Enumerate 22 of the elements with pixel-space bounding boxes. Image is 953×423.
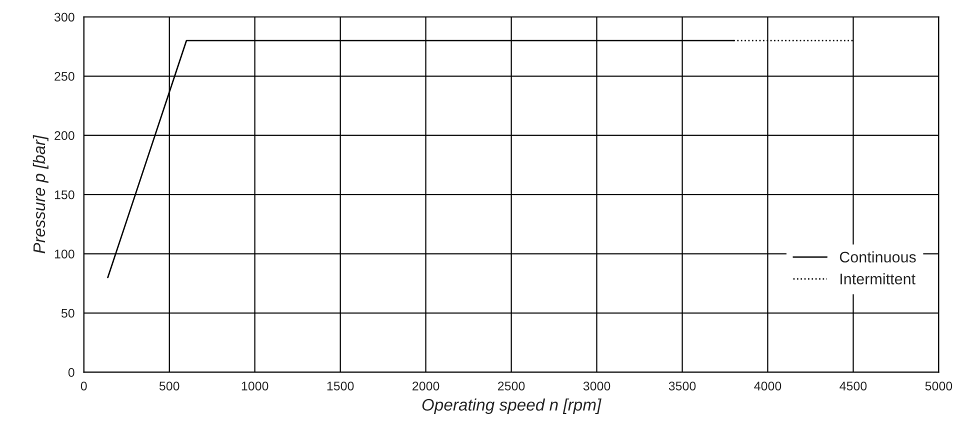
- y-tick-label: 100: [54, 250, 74, 258]
- x-tick-label: 3000: [583, 382, 610, 390]
- legend-label: Intermittent: [840, 273, 916, 284]
- y-tick-label: 250: [54, 72, 74, 81]
- y-axis-title: Pressure p [bar]: [32, 134, 48, 254]
- y-tick-label: 0: [68, 368, 74, 377]
- legend-label: Continuous: [840, 251, 916, 263]
- x-tick-label: 5000: [925, 382, 952, 390]
- x-tick-label: 4500: [840, 382, 867, 390]
- y-tick-label: 50: [61, 308, 74, 318]
- x-tick-label: 2000: [412, 382, 440, 390]
- x-tick-label: 1000: [242, 382, 268, 390]
- y-tick-label: 300: [54, 12, 74, 22]
- x-tick-label: 3500: [668, 382, 696, 390]
- x-tick-label: 2500: [498, 382, 525, 390]
- x-axis-title: Operating speed n [rpm]: [422, 398, 602, 414]
- x-tick-label: 1500: [327, 382, 354, 390]
- x-tick-label: 0: [80, 382, 87, 390]
- x-tick-label: 500: [159, 382, 180, 390]
- y-tick-label: 150: [54, 190, 74, 200]
- x-tick-label: 4000: [754, 382, 782, 390]
- y-tick-label: 200: [54, 131, 74, 140]
